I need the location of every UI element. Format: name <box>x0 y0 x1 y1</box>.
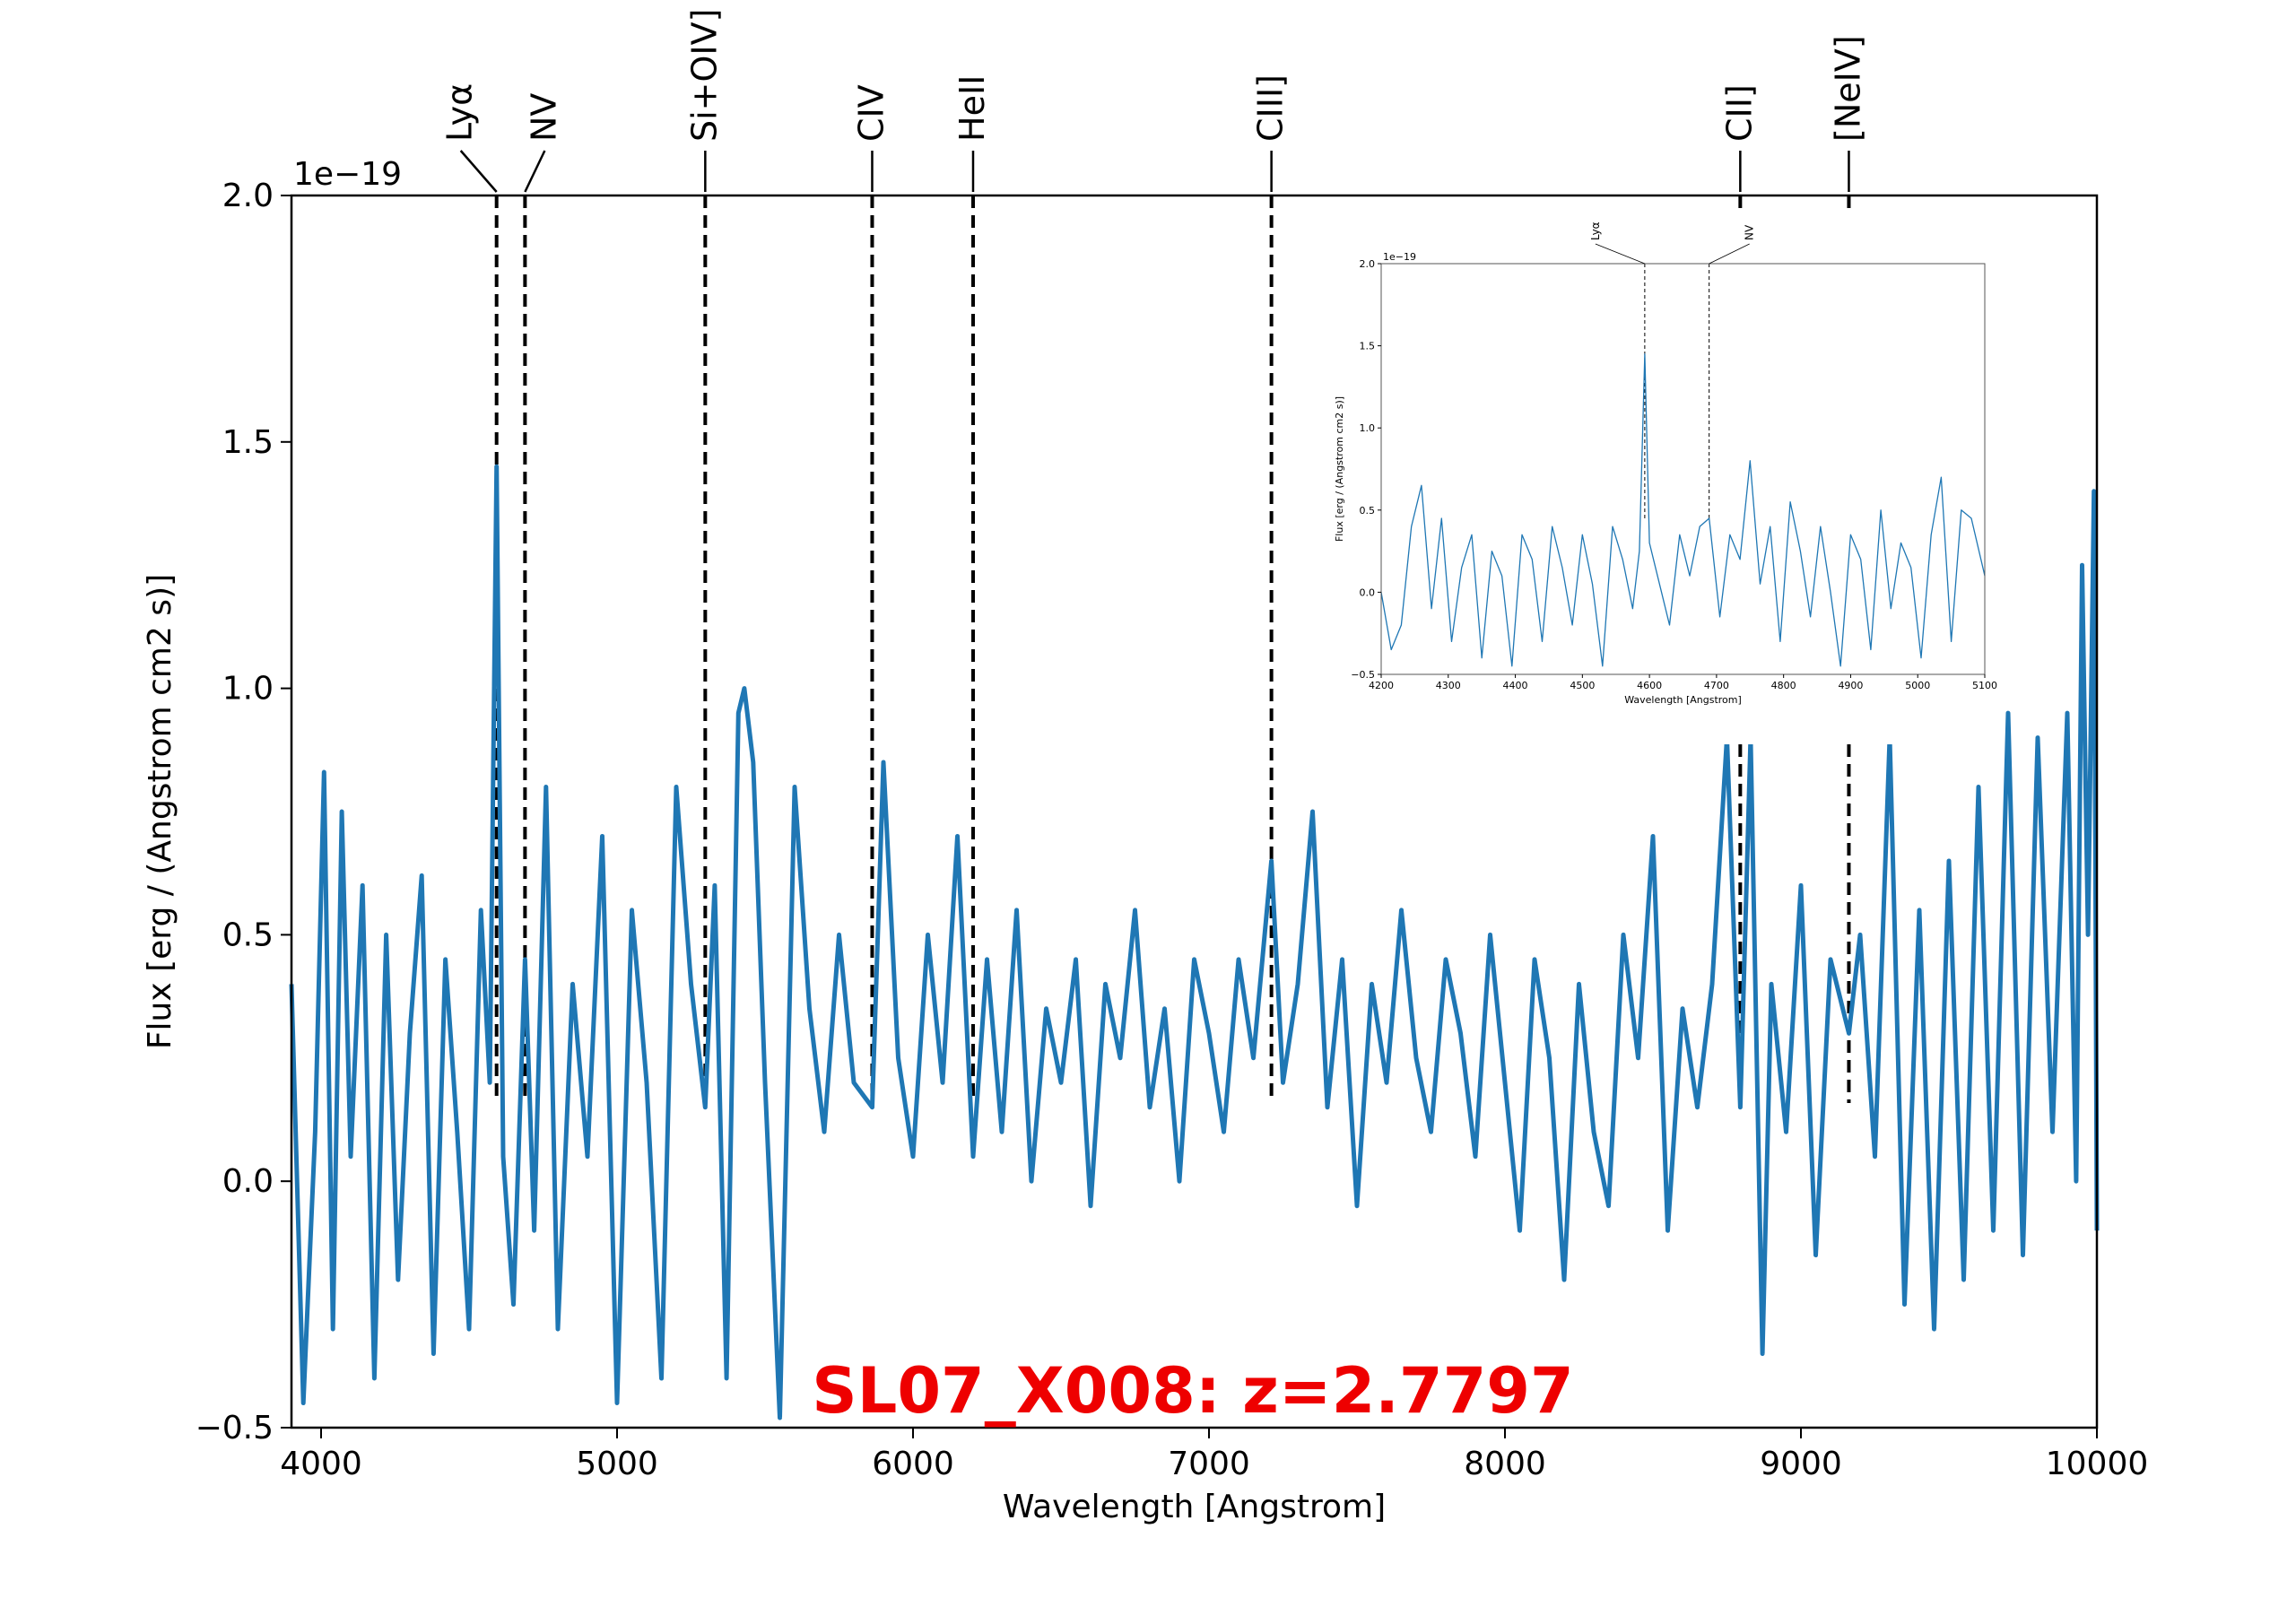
emission-line-label: CII] <box>1719 84 1759 142</box>
emission-line-label: Lyα <box>440 83 480 142</box>
inset-x-tick-label: 4800 <box>1771 680 1796 691</box>
inset-x-tick-label: 5000 <box>1905 680 1930 691</box>
inset-offset-text: 1e−19 <box>1383 251 1416 263</box>
emission-line-label: [NeIV] <box>1828 35 1867 142</box>
inset-x-tick-label: 4700 <box>1704 680 1729 691</box>
emission-line-connector <box>524 150 546 193</box>
x-tick-label: 10000 <box>2046 1446 2149 1482</box>
inset-x-tick-label: 4900 <box>1838 680 1863 691</box>
main-y-axis-label: Flux [erg / (Angstrom cm2 s)] <box>142 574 178 1049</box>
inset-emission-line-label: Lyα <box>1589 222 1602 240</box>
inset-y-tick-label: 2.0 <box>1360 258 1376 270</box>
emission-line-label: Si+OIV] <box>684 9 724 142</box>
y-tick-label: 2.0 <box>222 178 274 214</box>
x-tick-label: 4000 <box>280 1446 362 1482</box>
inset-emission-line-connector <box>1709 243 1750 265</box>
inset-x-ticks: 4200 4300 4400 4500 4600 4700 4800 4900 5000 5100 <box>1369 674 1997 691</box>
y-tick-label: −0.5 <box>196 1410 274 1446</box>
y-tick-label: 0.5 <box>222 916 274 953</box>
inset-x-tick-label: 5100 <box>1972 680 1997 691</box>
inset-y-tick-label: 0.5 <box>1360 505 1376 517</box>
x-tick-label: 7000 <box>1168 1446 1250 1482</box>
inset-y-tick-label: −0.5 <box>1351 669 1375 681</box>
inset-background <box>1326 212 2002 744</box>
main-spectrum-line <box>289 464 2100 1420</box>
inset-emission-line-markers <box>1644 264 1710 518</box>
main-offset-text: 1e−19 <box>293 156 402 193</box>
inset-emission-line-connector <box>1595 243 1646 265</box>
emission-line-label: HeII <box>952 75 992 142</box>
y-tick-label: 1.5 <box>222 424 274 461</box>
main-plot-frame <box>290 194 2099 1429</box>
inset-y-tick-label: 0.0 <box>1360 586 1376 598</box>
inset-emission-line-labels: Lyα NV <box>1589 222 1756 265</box>
inset-y-tick-label: 1.5 <box>1360 341 1376 352</box>
inset-y-ticks: −0.5 0.0 0.5 1.0 1.5 2.0 <box>1351 258 1381 681</box>
x-tick-label: 9000 <box>1760 1446 1842 1482</box>
emission-line-label: CIII] <box>1251 74 1291 142</box>
emission-line-label: CIV <box>851 84 891 142</box>
emission-line-label: NV <box>524 93 563 142</box>
inset-x-tick-label: 4500 <box>1570 680 1595 691</box>
inset-x-tick-label: 4600 <box>1637 680 1662 691</box>
emission-line-connector <box>459 150 498 193</box>
inset-axes: 4200 4300 4400 4500 4600 4700 4800 4900 5000 5100… <box>1326 212 2002 744</box>
x-tick-label: 8000 <box>1464 1446 1546 1482</box>
main-x-ticks: 4000 5000 6000 7000 8000 9000 10000 <box>280 1428 2148 1482</box>
y-tick-label: 1.0 <box>222 671 274 708</box>
main-spectrum-series <box>289 464 2100 1420</box>
inset-spectrum-line <box>1380 353 1986 667</box>
chart-title: SL07_X008: z=2.7797 <box>812 1354 1573 1428</box>
y-tick-label: 0.0 <box>222 1163 274 1200</box>
emission-line-labels: Lyα NV Si+OIV] CIV HeII CIII] CII] [NeIV] <box>440 9 1867 193</box>
inset-x-axis-label: Wavelength [Angstrom] <box>1624 694 1742 706</box>
main-y-ticks: −0.5 0.0 0.5 1.0 1.5 2.0 <box>196 178 291 1446</box>
x-tick-label: 6000 <box>872 1446 954 1482</box>
inset-emission-line-label: NV <box>1744 224 1756 240</box>
x-tick-label: 5000 <box>576 1446 658 1482</box>
inset-x-tick-label: 4300 <box>1436 680 1461 691</box>
inset-y-tick-label: 1.0 <box>1360 422 1376 434</box>
inset-x-tick-label: 4200 <box>1369 680 1394 691</box>
inset-x-tick-label: 4400 <box>1503 680 1528 691</box>
inset-plot-frame <box>1380 263 1986 675</box>
main-axes: 4000 5000 6000 7000 8000 9000 10000 −0.5 0.0 0.5… <box>142 9 2148 1525</box>
inset-y-axis-label: Flux [erg / (Angstrom cm2 s)] <box>1334 396 1345 542</box>
main-x-axis-label: Wavelength [Angstrom] <box>1003 1489 1386 1525</box>
